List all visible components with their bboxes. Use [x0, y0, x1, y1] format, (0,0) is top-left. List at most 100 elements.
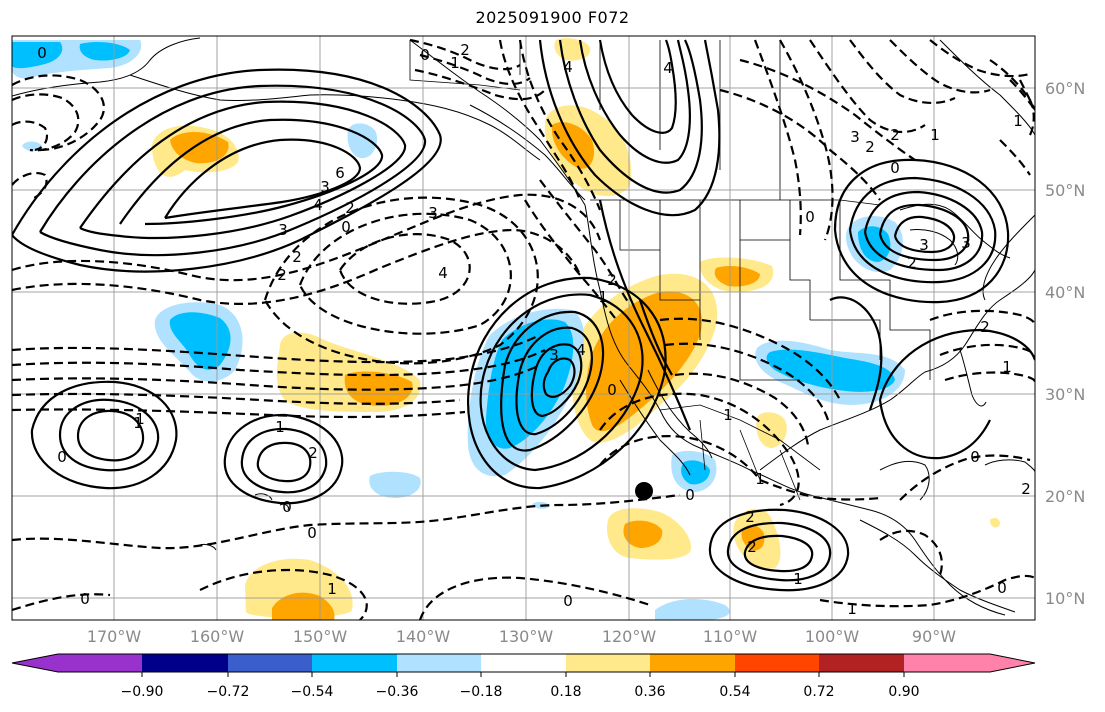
contour-label: 3 [961, 234, 971, 252]
contour-line [498, 39, 582, 201]
solid-contours [12, 39, 1035, 592]
contour-label: 0 [805, 208, 815, 226]
contour-line [12, 593, 111, 612]
contour-line [538, 39, 721, 217]
colorbar-tick-label: −0.18 [460, 684, 503, 700]
contour-line [530, 343, 583, 418]
border-us-mexico [659, 404, 821, 471]
contour-label: 2 [345, 199, 355, 217]
shade-region [170, 131, 229, 164]
colorbar-segment [481, 654, 566, 672]
contour-line [338, 233, 471, 305]
contour-label: 0 [341, 218, 351, 236]
contour-line [414, 68, 546, 101]
contour-label: 2 [460, 41, 470, 59]
coastline-east [982, 214, 1035, 301]
contour-line [578, 39, 691, 164]
contour-line [829, 296, 883, 411]
contour-line [819, 574, 1035, 608]
contour-line [419, 53, 531, 86]
contour-label: 6 [335, 164, 345, 182]
border-canada-prov [519, 40, 781, 200]
contour-line [542, 357, 576, 398]
contour-label: 3 [278, 221, 288, 239]
shade-region [79, 42, 130, 61]
lon-label: 100°W [805, 627, 860, 646]
contour-label: 0 [970, 448, 980, 466]
contour-line [939, 343, 1035, 357]
contour-line [12, 392, 461, 405]
contour-labels: 0 2 1 0 4 6 3 4 2 0 3 2 2 3 4 3 4 1 2 0 … [37, 41, 1031, 618]
colorbar-tick-label: −0.90 [121, 684, 164, 700]
contour-label: 1 [133, 414, 143, 432]
contour-line [893, 215, 956, 254]
contour-line [30, 380, 178, 490]
contour-line [848, 176, 997, 284]
contour-line [12, 74, 106, 152]
coastline-central-america [859, 519, 1016, 613]
contour-label: 4 [438, 264, 448, 282]
map-frame [11, 35, 1036, 621]
shade-region [741, 525, 765, 551]
contour-line [659, 317, 841, 401]
contour-line [298, 212, 512, 335]
lon-label: 140°W [396, 627, 451, 646]
contour-line [879, 529, 943, 576]
contour-line [199, 568, 368, 620]
shade-region [681, 460, 710, 485]
contour-line [12, 349, 546, 377]
contour-line [999, 139, 1031, 176]
border-mexico-states [699, 419, 801, 501]
contour-line [12, 364, 541, 391]
coastline-north-america [409, 39, 1006, 616]
contour-label: 2 [277, 266, 287, 284]
contour-line [878, 328, 1035, 401]
contour-label: 0 [563, 592, 573, 610]
contour-label: 2 [745, 508, 755, 526]
contour-label: 0 [890, 159, 900, 177]
lat-label: 40°N [1045, 283, 1085, 302]
colorbar-ticks [141, 672, 905, 677]
lat-label: 60°N [1045, 79, 1085, 98]
colorbar-segment [819, 654, 904, 672]
contour-line [256, 441, 312, 483]
contour-label: 1 [755, 470, 765, 488]
contour-line [515, 326, 593, 436]
contour-line [759, 478, 881, 501]
contour-label: 1 [723, 406, 733, 424]
contour-label: 1 [847, 600, 857, 618]
contour-line [409, 38, 521, 71]
contour-label: 3 [428, 204, 438, 222]
contour-label: 0 [997, 579, 1007, 597]
longitude-labels: 170°W 160°W 150°W 140°W 130°W 120°W 110°… [87, 627, 956, 646]
contour-label: 2 [308, 444, 318, 462]
coastline-florida [959, 349, 987, 407]
colorbar-segment [650, 654, 735, 672]
contour-line [849, 39, 956, 104]
contour-label: 2 [1021, 480, 1031, 498]
contour-line [12, 68, 442, 273]
colorbar-tick-label: 0.54 [719, 684, 750, 700]
shade-region [485, 319, 574, 449]
shade-region [12, 42, 63, 69]
coastline-yucatan [879, 460, 930, 501]
contour-label: 2 [747, 538, 757, 556]
contour-line [599, 435, 761, 481]
colorbar-segment [12, 654, 142, 672]
contour-line [12, 193, 602, 282]
coastline-baja-west [619, 379, 691, 476]
border-states-4 [789, 200, 931, 380]
contour-line [809, 39, 926, 133]
contour-line [833, 158, 1010, 304]
shade-region [369, 471, 421, 498]
border-states-1 [619, 200, 701, 340]
contour-label: 4 [576, 341, 586, 359]
contour-line [76, 409, 145, 462]
contour-label: 0 [57, 448, 67, 466]
contour-label: 2 [890, 126, 900, 144]
contour-line [929, 309, 1035, 326]
contour-line [598, 39, 677, 134]
contour-label: 2 [607, 271, 617, 289]
lon-label: 90°W [912, 627, 956, 646]
